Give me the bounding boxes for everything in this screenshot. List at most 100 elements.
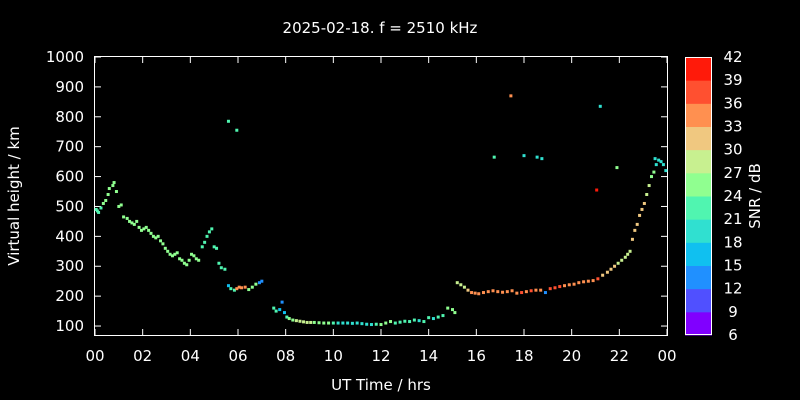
data-point: [346, 321, 350, 325]
data-point: [312, 320, 316, 324]
data-point: [341, 321, 345, 325]
x-axis-label: UT Time / hrs: [331, 376, 431, 394]
data-point: [180, 258, 184, 262]
data-point: [510, 289, 514, 293]
data-point: [466, 288, 470, 292]
data-point: [496, 290, 500, 294]
colorbar-tick-label: 42: [723, 48, 742, 66]
data-point: [638, 213, 642, 217]
data-point: [232, 288, 236, 292]
data-points: [94, 94, 668, 327]
data-point: [369, 323, 373, 327]
colorbar-tick-label: 15: [723, 257, 742, 275]
x-tick-label: 04: [181, 347, 200, 365]
data-point: [626, 252, 630, 256]
x-tick-label: 22: [610, 347, 629, 365]
data-point: [137, 225, 141, 229]
data-point: [327, 321, 331, 325]
data-point: [652, 170, 656, 174]
data-point: [473, 291, 477, 295]
colorbar-frame: [685, 57, 712, 335]
data-point: [336, 321, 340, 325]
x-tick-label: 00: [657, 347, 676, 365]
data-point: [122, 215, 126, 219]
data-point: [159, 239, 163, 243]
data-point: [154, 236, 158, 240]
data-point: [534, 288, 538, 292]
data-point: [291, 318, 295, 322]
data-point: [558, 285, 562, 289]
data-point: [598, 104, 602, 108]
data-point: [130, 221, 134, 225]
data-point: [459, 283, 463, 287]
data-point: [384, 321, 388, 325]
data-point: [596, 277, 600, 281]
data-point: [298, 319, 302, 323]
y-axis-ticks: 100 200 300 400 500 600 700 800 900 1000: [46, 48, 667, 335]
x-axis-ticks: 00 02 04 06 08 10 12 14 16 18 20 22 00: [85, 57, 677, 365]
data-point: [200, 245, 204, 249]
y-axis-label: Virtual height / km: [5, 126, 23, 265]
colorbar-segment: [685, 219, 712, 243]
data-point: [170, 254, 174, 258]
data-point: [106, 193, 110, 197]
data-point: [522, 154, 526, 158]
data-point: [501, 290, 505, 294]
data-point: [305, 320, 309, 324]
data-point: [197, 258, 201, 262]
data-point: [661, 163, 665, 167]
data-point: [185, 263, 189, 267]
data-point: [350, 321, 354, 325]
data-point: [111, 184, 115, 188]
data-point: [586, 279, 590, 283]
data-point: [168, 252, 172, 256]
data-point: [436, 315, 440, 319]
x-tick-label: 14: [419, 347, 438, 365]
data-point: [529, 289, 533, 293]
colorbar-tick-label: 12: [723, 280, 742, 298]
data-point: [119, 203, 123, 207]
data-point: [226, 119, 230, 123]
data-point: [520, 291, 524, 295]
data-point: [192, 254, 196, 258]
data-point: [125, 216, 129, 220]
data-point: [492, 155, 496, 159]
data-point: [605, 270, 609, 274]
data-point: [591, 279, 595, 283]
data-point: [609, 267, 613, 271]
colorbar-segment: [685, 126, 712, 151]
data-point: [640, 207, 644, 211]
data-point: [250, 285, 254, 289]
data-point: [509, 94, 513, 98]
data-point: [577, 281, 581, 285]
data-point: [412, 318, 416, 322]
data-point: [486, 290, 490, 294]
data-point: [657, 158, 661, 162]
chart-title: 2025-02-18. f = 2510 kHz: [283, 19, 478, 37]
x-tick-label: 18: [514, 347, 533, 365]
data-point: [455, 281, 459, 285]
data-point: [441, 314, 445, 318]
data-point: [647, 184, 651, 188]
data-point: [205, 234, 209, 238]
data-point: [539, 288, 543, 292]
data-point: [642, 201, 646, 205]
x-tick-label: 02: [133, 347, 152, 365]
data-point: [422, 320, 426, 324]
data-point: [360, 322, 364, 326]
data-point: [398, 320, 402, 324]
data-point: [217, 261, 221, 265]
data-point: [548, 287, 552, 291]
colorbar-tick-label: 39: [723, 71, 742, 89]
data-point: [309, 320, 313, 324]
colorbar-tick-label: 6: [728, 326, 738, 344]
data-point: [240, 286, 244, 290]
data-point: [628, 249, 632, 253]
y-tick-label: 600: [55, 168, 84, 186]
colorbar-segment: [685, 288, 712, 313]
data-point: [462, 285, 466, 289]
data-point: [374, 322, 378, 326]
data-point: [567, 283, 571, 287]
data-point: [620, 258, 624, 262]
data-point: [563, 284, 567, 288]
